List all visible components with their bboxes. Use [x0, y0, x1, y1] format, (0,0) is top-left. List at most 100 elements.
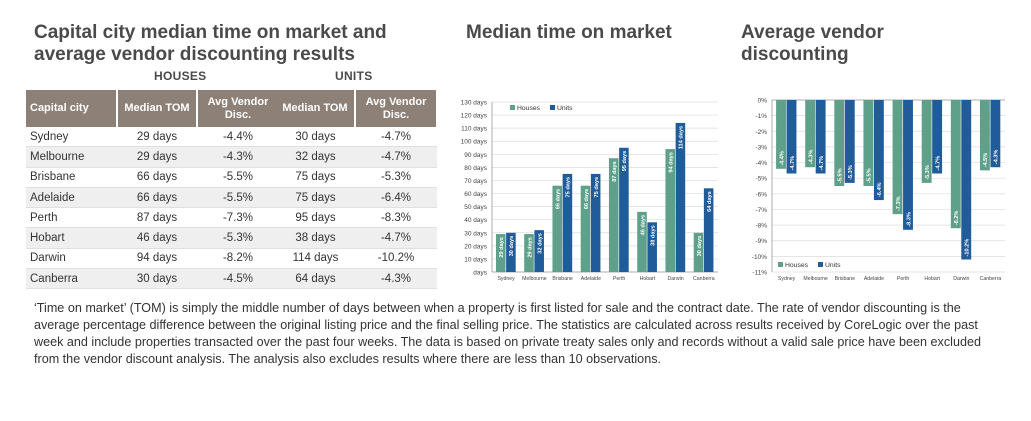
y-tick-label: 50 days — [464, 204, 488, 211]
table-row: Sydney 29 days -4.4% — [26, 127, 279, 148]
city-cell: Brisbane — [26, 167, 117, 188]
table-row: 75 days -6.4% — [276, 187, 437, 209]
units-tom-cell: 95 days — [276, 207, 355, 229]
houses-bar — [921, 100, 932, 183]
bar-data-label: 30 days — [697, 236, 703, 257]
legend-label: Units — [825, 262, 841, 269]
houses-disc-cell: -5.5% — [197, 187, 279, 209]
table-row: 38 days -4.7% — [276, 227, 437, 249]
units-bar — [675, 122, 686, 272]
x-tick-label: Darwin — [953, 276, 969, 282]
y-tick-label: -11% — [752, 270, 767, 277]
table-row: 32 days -4.7% — [276, 146, 437, 168]
units-bar — [534, 230, 544, 272]
y-tick-label: days — [473, 270, 487, 277]
houses-bar — [495, 234, 506, 272]
x-tick-label: Hobart — [640, 276, 656, 282]
units-table-header: Median TOM Avg Vendor Disc. — [276, 90, 438, 127]
units-bar — [590, 173, 601, 272]
bar-data-label: 94 days — [669, 152, 675, 173]
houses-disc-cell: -8.2% — [197, 248, 279, 270]
houses-bar — [608, 158, 619, 272]
y-tick-label: -7% — [755, 207, 767, 214]
units-tom-cell: 30 days — [276, 127, 355, 148]
x-tick-label: Melbourne — [522, 276, 547, 282]
houses-disc-cell: -7.3% — [197, 207, 279, 229]
houses-table-header: Capital city Median TOM Avg Vendor Disc. — [26, 90, 280, 127]
units-disc-cell: -4.7% — [355, 227, 437, 249]
units-bar — [961, 100, 972, 260]
legend-swatch-houses — [778, 262, 783, 267]
header-units-disc: Avg Vendor Disc. — [355, 90, 438, 127]
houses-label: HOUSES — [154, 69, 207, 83]
x-tick-label: Brisbane — [552, 276, 573, 282]
units-disc-cell: -4.3% — [355, 268, 437, 290]
bar-data-label: -7.3% — [896, 197, 902, 212]
bar-data-label: -5.3% — [925, 165, 931, 180]
y-tick-label: 80 days — [464, 165, 488, 172]
units-bar — [815, 100, 826, 174]
discount-chart: 0% -1% -2% -3% -4% -5% -6% -7% -8% -9% -10% -11% -4.… — [730, 90, 1015, 293]
bar-data-label: -8.3% — [906, 212, 912, 227]
units-disc-cell: -4.7% — [355, 146, 437, 168]
y-tick-label: 100 days — [461, 139, 488, 146]
y-tick-label: 110 days — [461, 126, 488, 133]
bar-data-label: 114 days — [679, 126, 685, 149]
houses-bar — [950, 100, 961, 229]
bar-data-label: -4.3% — [994, 150, 1000, 165]
bar-data-label: -4.5% — [983, 153, 989, 168]
x-tick-label: Adelaide — [864, 276, 884, 282]
y-tick-label: -1% — [755, 113, 767, 120]
houses-bar — [776, 100, 786, 169]
houses-disc-cell: -4.5% — [197, 268, 279, 290]
y-tick-label: 60 days — [464, 191, 488, 198]
table-row: Hobart 46 days -5.3% — [26, 227, 279, 249]
houses-tom-cell: 29 days — [117, 127, 197, 148]
legend-label: Units — [557, 105, 573, 112]
table-row: Adelaide 66 days -5.5% — [26, 187, 279, 209]
y-tick-label: 0% — [758, 98, 768, 105]
units-bar — [786, 100, 797, 174]
header-city: Capital city — [26, 90, 118, 127]
bar-data-label: -8.2% — [954, 211, 960, 226]
houses-disc-cell: -4.4% — [197, 127, 279, 148]
units-disc-cell: -5.3% — [355, 167, 437, 188]
legend-label: Houses — [517, 105, 541, 112]
bar-data-label: -5.5% — [867, 168, 873, 183]
bar-data-label: -5.5% — [838, 168, 844, 183]
y-tick-label: -2% — [755, 129, 767, 136]
y-tick-label: 120 days — [461, 113, 488, 120]
table-row: 95 days -8.3% — [276, 207, 437, 229]
y-tick-label: -3% — [755, 144, 767, 151]
header-units-tom: Median TOM — [276, 90, 356, 127]
discount-chart-svg: 0% -1% -2% -3% -4% -5% -6% -7% -8% -9% -10% -11% -4.… — [752, 98, 1005, 282]
units-bar — [506, 232, 516, 272]
x-tick-label: Canberra — [693, 276, 715, 282]
tom-chart-svg: days 10 days 20 days 30 days 40 days 50 days 6… — [461, 100, 718, 282]
bar-data-label: 29 days — [499, 237, 505, 258]
houses-disc-cell: -5.3% — [197, 227, 279, 249]
x-tick-label: Darwin — [668, 276, 684, 282]
units-table: Median TOM Avg Vendor Disc. 30 days -4.7%… — [276, 90, 438, 290]
x-tick-label: Sydney — [497, 276, 515, 282]
units-bar — [932, 100, 943, 174]
x-tick-label: Sydney — [778, 276, 796, 282]
header-houses-disc: Avg Vendor Disc. — [197, 90, 280, 127]
houses-tom-cell: 29 days — [117, 146, 197, 168]
houses-bar — [665, 149, 676, 272]
y-tick-label: 20 days — [464, 243, 488, 250]
bar-data-label: 32 days — [537, 233, 543, 254]
city-cell: Melbourne — [26, 146, 117, 168]
y-tick-label: -10% — [752, 254, 767, 261]
houses-bar — [863, 100, 874, 186]
houses-tom-cell: 94 days — [117, 248, 197, 270]
houses-bar — [892, 100, 903, 215]
units-tom-cell: 75 days — [276, 167, 355, 188]
units-bar — [647, 222, 657, 272]
legend-swatch-houses — [510, 105, 515, 110]
bar-data-label: 66 days — [556, 189, 562, 210]
units-tom-cell: 75 days — [276, 187, 355, 209]
y-tick-label: 30 days — [464, 230, 488, 237]
main-title: Capital city median time on market and a… — [34, 22, 387, 65]
units-bar — [903, 100, 913, 230]
